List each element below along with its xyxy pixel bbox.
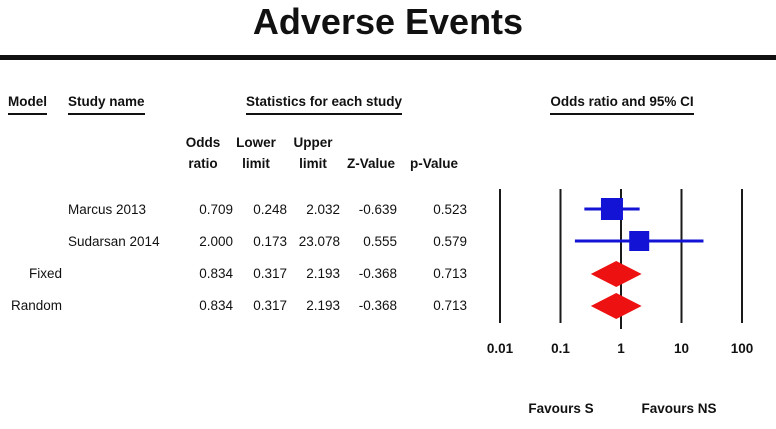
title-divider-rule [0, 55, 776, 60]
subheader-p-value: p-Value [389, 128, 479, 174]
column-header-odds-ratio-ci-label: Odds ratio and 95% CI [550, 94, 694, 115]
summary-diamond [590, 261, 642, 287]
cell-z-value: -0.368 [358, 298, 397, 313]
cell-p-value: 0.579 [433, 234, 467, 249]
column-header-study-name: Study name [68, 93, 145, 115]
study-marker-square [629, 231, 650, 251]
subheader-upper-limit-line2: limit [299, 156, 327, 171]
cell-p-value: 0.713 [433, 266, 467, 281]
subheader-odds-ratio: Odds ratio [158, 128, 248, 174]
cell-upper-limit: 23.078 [298, 234, 340, 249]
cell-p-value: 0.523 [433, 202, 467, 217]
cell-p-value: 0.713 [433, 298, 467, 313]
cell-study-name: Sudarsan 2014 [68, 234, 160, 249]
favours-left-label: Favours S [528, 401, 594, 416]
subheader-z-value: Z-Value [326, 128, 416, 174]
column-header-odds-ratio-ci: Odds ratio and 95% CI [497, 93, 747, 115]
cell-odds-ratio: 2.000 [199, 234, 233, 249]
cell-lower-limit: 0.317 [253, 266, 287, 281]
cell-upper-limit: 2.193 [306, 298, 340, 313]
subheader-odds-ratio-line2: ratio [188, 156, 218, 171]
axis-tick-label: 1 [617, 341, 625, 356]
column-header-model-label: Model [8, 94, 47, 115]
subheader-lower-limit: Lower limit [211, 128, 301, 174]
subheader-z-value-line2: Z-Value [346, 156, 395, 171]
cell-odds-ratio: 0.709 [199, 202, 233, 217]
cell-model: Random [10, 298, 62, 313]
cell-z-value: 0.555 [363, 234, 397, 249]
cell-z-value: -0.639 [358, 202, 397, 217]
cell-lower-limit: 0.173 [253, 234, 287, 249]
cell-z-value: -0.368 [358, 266, 397, 281]
cell-upper-limit: 2.193 [306, 266, 340, 281]
column-header-statistics-label: Statistics for each study [245, 94, 403, 115]
column-header-study-name-label: Study name [68, 94, 145, 115]
axis-tick-label: 0.01 [486, 341, 514, 356]
favours-right-label: Favours NS [641, 401, 717, 416]
cell-odds-ratio: 0.834 [199, 266, 233, 281]
subheader-odds-ratio-line1: Odds [185, 135, 221, 150]
summary-diamond [590, 293, 642, 319]
cell-lower-limit: 0.317 [253, 298, 287, 313]
table-row: Fixed 0.834 0.317 2.193 -0.368 0.713 [0, 263, 480, 284]
cell-lower-limit: 0.248 [253, 202, 287, 217]
cell-odds-ratio: 0.834 [199, 298, 233, 313]
axis-tick-label: 0.1 [551, 341, 570, 356]
axis-tick-labels: 0.01 0.1 1 10 100 [0, 341, 776, 359]
cell-upper-limit: 2.032 [306, 202, 340, 217]
column-header-statistics: Statistics for each study [240, 93, 408, 115]
cell-model: Fixed [28, 266, 62, 281]
subheader-upper-limit-line1: Upper [293, 135, 333, 150]
table-row: Sudarsan 2014 2.000 0.173 23.078 0.555 0… [0, 231, 480, 252]
column-header-model: Model [8, 93, 47, 115]
subheader-lower-limit-line1: Lower [236, 135, 276, 150]
axis-tick-label: 10 [673, 341, 690, 356]
figure-title: Adverse Events [252, 1, 524, 42]
subheader-upper-limit: Upper limit [268, 128, 358, 174]
cell-study-name: Marcus 2013 [68, 202, 147, 217]
table-row: Marcus 2013 0.709 0.248 2.032 -0.639 0.5… [0, 199, 480, 220]
study-marker-square [600, 198, 623, 220]
subheader-lower-limit-line2: limit [242, 156, 270, 171]
axis-tick-label: 100 [730, 341, 754, 356]
subheader-p-value-line2: p-Value [409, 156, 458, 171]
table-row: Random 0.834 0.317 2.193 -0.368 0.713 [0, 295, 480, 316]
